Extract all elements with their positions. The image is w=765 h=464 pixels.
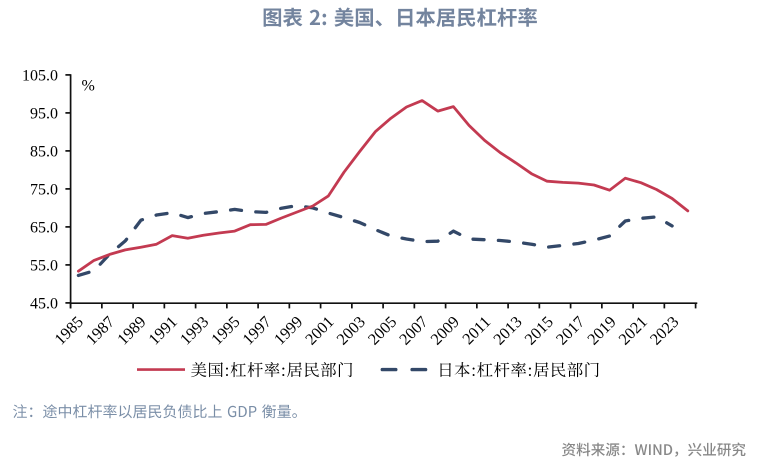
- svg-text:65.0: 65.0: [30, 219, 58, 236]
- svg-text:95.0: 95.0: [30, 105, 58, 122]
- svg-text:45.0: 45.0: [30, 295, 58, 312]
- svg-text:75.0: 75.0: [30, 181, 58, 198]
- svg-text:%: %: [82, 78, 95, 95]
- svg-text:105.0: 105.0: [22, 67, 58, 84]
- svg-text:85.0: 85.0: [30, 143, 58, 160]
- svg-text:55.0: 55.0: [30, 257, 58, 274]
